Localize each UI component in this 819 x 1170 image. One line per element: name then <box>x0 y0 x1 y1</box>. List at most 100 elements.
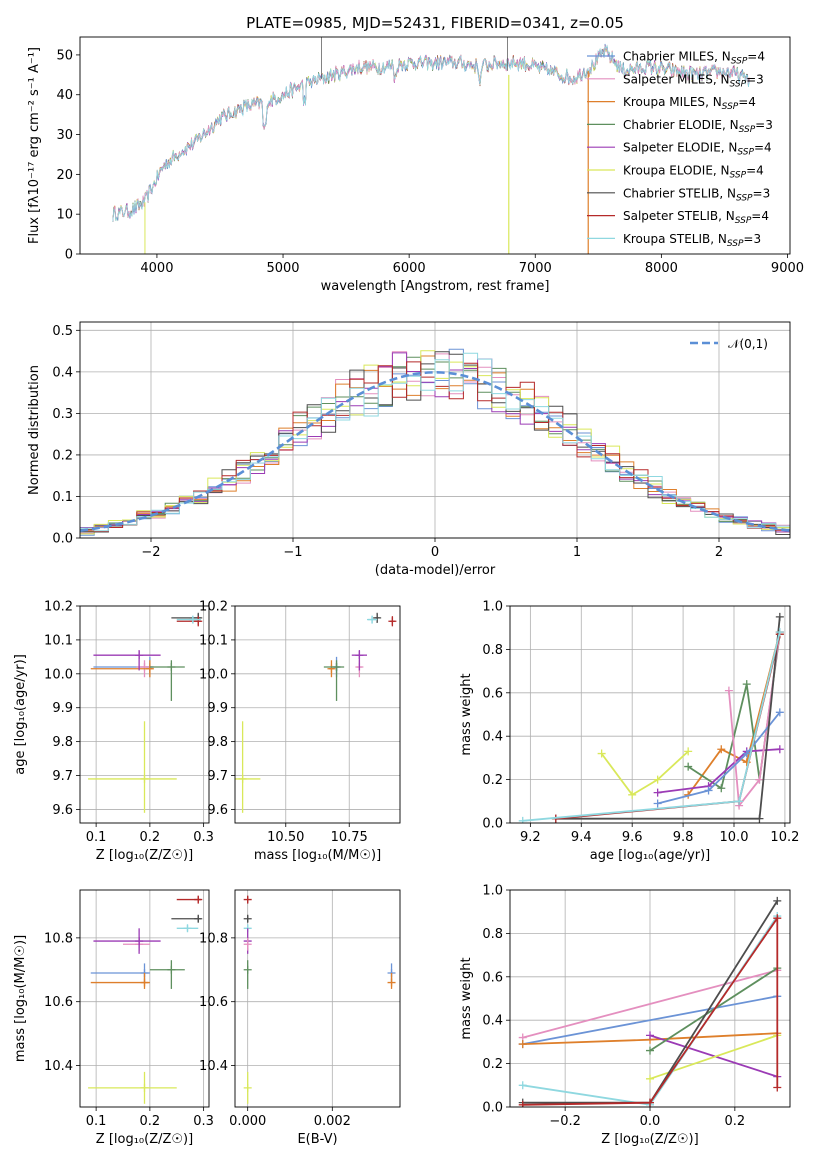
weight_vs_Z-series-salpeter-stelib <box>522 915 779 1106</box>
mass_vs_Z-point-1 <box>123 937 150 951</box>
weight_vs_age-marker-1-1 <box>717 745 726 754</box>
weight_vs_Z-panel: −0.2 0.0 0.2 0.0 0.2 0.4 0.6 0.8 1.0 Z [log₁₀(Z/Z… <box>459 884 791 1147</box>
mass_vs_Z-point-5 <box>88 1071 177 1104</box>
mass_vs_Z-panel: 0.1 0.2 0.3 10.4 10.6 10.8 Z [log₁₀(Z/Z☉)] mass… <box>13 889 214 1147</box>
age_vs_mass-point-8 <box>367 615 378 624</box>
weight_vs_Z-xtick-label-1: 0.0 <box>640 1114 661 1129</box>
spectrum-legend-nssp-6: 3 <box>763 186 771 200</box>
spectrum-ytick-label-0: 0 <box>65 248 73 263</box>
weight_vs_age-marker-6-2 <box>775 612 784 621</box>
weight_vs_age-plot-area <box>518 612 784 823</box>
weight_vs_age-marker-0-1 <box>628 790 637 799</box>
spectrum-ylabel: Flux [fλ10⁻¹⁷ erg cm⁻² s⁻¹ A⁻¹] <box>27 47 42 244</box>
age_vs_Z-xtick-label-2: 0.3 <box>193 830 214 845</box>
spectrum-legend-name-1: Salpeter MILES <box>623 72 713 86</box>
age_vs_mass-panel: 10.50 10.75 9.6 9.7 9.8 9.9 10.0 10.1 10.2 mass [… <box>199 600 401 863</box>
age_vs_Z-point-7 <box>176 616 203 627</box>
mass_vs_ebv-marker-8 <box>387 978 396 987</box>
normal-reference-curve <box>80 370 790 532</box>
weight_vs_age-series-chabrier-stelib <box>555 616 781 820</box>
weight_vs_Z-marker-8-1 <box>646 1098 654 1107</box>
weight_vs_Z-marker-7-2 <box>773 896 782 905</box>
age_vs_mass-point-4 <box>351 650 367 671</box>
weight_vs_age-marker-2-0 <box>684 762 693 771</box>
spectrum-legend-name-3: Chabrier ELODIE <box>623 118 722 132</box>
age_vs_Z-point-4 <box>93 650 161 671</box>
spectrum-xtick-label-2: 6000 <box>393 261 426 276</box>
residuals-ytick-label-1: 0.1 <box>52 490 73 505</box>
spectrum-legend-nssp-2: 4 <box>748 95 756 109</box>
spectrum-legend-nssp-1: 3 <box>756 72 764 86</box>
age_vs_mass-frame <box>234 605 401 824</box>
spectrum-legend-nssp-7: 4 <box>761 209 769 223</box>
age_vs_Z-marker-1 <box>140 663 149 672</box>
age_vs_Z-marker-5 <box>140 774 149 783</box>
mass_vs_Z-marker-5 <box>140 1083 149 1092</box>
mass_vs_ebv-panel: 0.000 0.002 10.4 10.6 10.8 E(B-V) <box>199 889 401 1147</box>
age_vs_Z-ytick-label-3: 9.9 <box>52 701 73 716</box>
weight_vs_age-marker-5-2 <box>742 749 751 758</box>
weight_vs_Z-ytick-label-2: 0.4 <box>482 1014 503 1029</box>
mass_vs_ebv-xtick-label-0: 0.000 <box>229 1114 266 1129</box>
weight_vs_age-frame <box>509 605 791 824</box>
age_vs_Z-point-2 <box>90 660 154 678</box>
residuals-ytick-label-0: 0.0 <box>52 532 73 547</box>
age_vs_mass-marker-6 <box>373 613 382 622</box>
mass_vs_Z-point-2 <box>90 972 150 989</box>
age_vs_mass-point-7 <box>388 616 397 627</box>
mass_vs_Z-marker-3 <box>167 965 176 974</box>
mass_vs_Z-marker-8 <box>183 924 192 933</box>
spectrum-legend-nssp-5: 4 <box>756 164 764 178</box>
age_vs_Z-point-3 <box>149 660 185 701</box>
age_vs_Z-xtick-label-0: 0.1 <box>86 830 107 845</box>
spectrum-legend-item-1: Salpeter MILES, NSSP=3 <box>623 72 764 89</box>
weight_vs_age-marker-5-1 <box>704 786 713 795</box>
spectrum-legend-name-2: Kroupa MILES <box>623 95 705 109</box>
spectrum-legend-item-5: Kroupa ELODIE, NSSP=4 <box>623 164 764 181</box>
spectrum-legend-name-0: Chabrier MILES <box>623 50 714 64</box>
weight_vs_age-marker-5-0 <box>653 799 662 808</box>
age_vs_mass-point-6 <box>373 612 382 623</box>
weight_vs_age-xtick-label-1: 9.4 <box>571 830 592 845</box>
age_vs_mass-ytick-label-2: 9.8 <box>207 735 228 750</box>
mass_vs_Z-point-4 <box>93 928 161 954</box>
weight_vs_age-ytick-label-1: 0.2 <box>482 773 503 788</box>
weight_vs_age-marker-6-1 <box>755 814 764 823</box>
age_vs_mass-point-3 <box>323 660 345 701</box>
mass_vs_Z-xlabel: Z [log₁₀(Z/Z☉)] <box>96 1132 193 1147</box>
weight_vs_Z-series-salpeter-miles <box>522 969 778 1039</box>
age_vs_mass-point-5 <box>235 721 261 813</box>
weight_vs_Z-marker-8-0 <box>518 1100 527 1107</box>
residuals-xtick-label-3: 1 <box>573 545 581 560</box>
mass_vs_ebv-marker-4 <box>243 940 252 949</box>
spectrum-legend-name-4: Salpeter ELODIE <box>623 141 721 155</box>
mass_vs_Z-marker-7 <box>194 895 203 904</box>
mass_vs_ebv-xlabel: E(B-V) <box>297 1132 337 1147</box>
spectrum-legend-name-5: Kroupa ELODIE <box>623 164 713 178</box>
weight_vs_Z-marker-2-0 <box>518 1040 527 1049</box>
spectrum-legend-item-6: Chabrier STELIB, NSSP=3 <box>623 186 770 203</box>
residuals-xtick-label-0: −2 <box>141 545 160 560</box>
weight_vs_Z-ylabel: mass weight <box>459 957 474 1039</box>
weight_vs_age-xlabel: age [log₁₀(age/yr)] <box>590 848 711 863</box>
mass_vs_ebv-point-4 <box>243 937 252 951</box>
spectrum-legend-name-7: Salpeter STELIB <box>623 209 718 223</box>
weight_vs_age-marker-0-0 <box>597 749 606 758</box>
age_vs_Z-ytick-label-0: 9.6 <box>52 803 73 818</box>
age_vs_mass-xlabel: mass [log₁₀(M/M☉)] <box>254 848 381 863</box>
weight_vs_age-xtick-label-2: 9.6 <box>622 830 643 845</box>
residuals-xlabel: (data-model)/error <box>375 563 496 578</box>
spectrum-legend-item-4: Salpeter ELODIE, NSSP=4 <box>623 141 772 158</box>
weight_vs_age-ylabel: mass weight <box>459 673 474 755</box>
age_vs_Z-panel: 0.1 0.2 0.3 9.6 9.7 9.8 9.9 10.0 10.1 10.2 Z [log₁… <box>13 600 214 864</box>
weight_vs_age-panel: 9.2 9.4 9.6 9.8 10.0 10.2 0.0 0.2 0.4 0.6 0.8 1.0 ag… <box>459 600 799 864</box>
weight_vs_Z-ytick-label-4: 0.8 <box>482 927 503 942</box>
spectrum-legend-nssp-8: 3 <box>753 232 761 246</box>
age_vs_mass-xtick-label-1: 10.75 <box>331 830 368 845</box>
residuals-xtick-label-4: 2 <box>715 545 723 560</box>
weight_vs_Z-marker-3-0 <box>646 1031 654 1040</box>
age_vs_Z-frame <box>79 605 210 824</box>
spectrum-line-kroupa-stelib <box>112 44 750 222</box>
age_vs_Z-marker-7 <box>194 617 203 626</box>
age_vs_mass-ytick-label-6: 10.2 <box>199 600 228 615</box>
